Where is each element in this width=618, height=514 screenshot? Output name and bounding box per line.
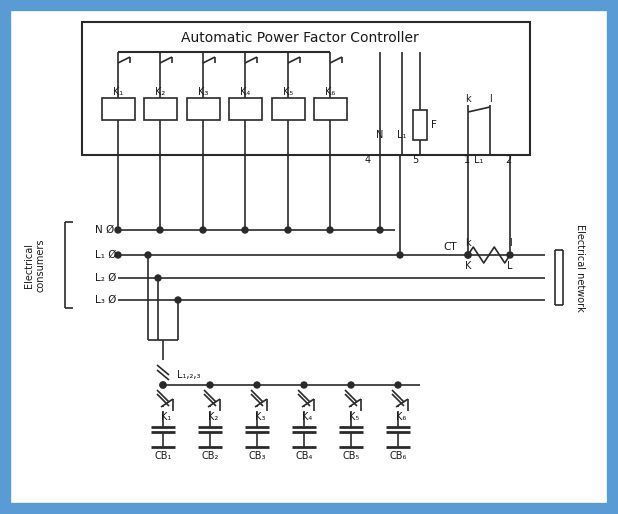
Text: CB₁: CB₁ (154, 451, 172, 461)
Text: K₂: K₂ (155, 87, 165, 97)
Text: k: k (465, 94, 471, 104)
Text: F: F (431, 120, 437, 130)
Circle shape (115, 227, 121, 233)
Text: N: N (376, 130, 384, 140)
Circle shape (301, 382, 307, 388)
Circle shape (242, 227, 248, 233)
Bar (272, 98, 305, 120)
Text: K₆: K₆ (325, 87, 335, 97)
Circle shape (157, 227, 163, 233)
Text: 1: 1 (464, 155, 470, 165)
Bar (413, 110, 427, 140)
Text: K₄: K₄ (240, 87, 250, 97)
Bar (144, 98, 177, 120)
Text: CB₆: CB₆ (389, 451, 407, 461)
Text: Electrical
consumers: Electrical consumers (24, 238, 46, 292)
Circle shape (507, 252, 513, 258)
Text: CB₂: CB₂ (201, 451, 219, 461)
Text: CB₅: CB₅ (342, 451, 360, 461)
Text: N Ø: N Ø (95, 225, 114, 235)
Text: K₃: K₃ (255, 412, 265, 422)
Text: K₅: K₅ (349, 412, 359, 422)
Text: 4: 4 (365, 155, 371, 165)
Circle shape (397, 252, 403, 258)
Text: l: l (489, 94, 491, 104)
Circle shape (160, 382, 166, 388)
Text: k: k (465, 238, 471, 248)
Text: L: L (507, 261, 513, 271)
Text: Electrical network: Electrical network (575, 224, 585, 312)
Text: K₆: K₆ (396, 412, 406, 422)
Circle shape (160, 382, 166, 388)
Circle shape (200, 227, 206, 233)
Text: L₃ Ø: L₃ Ø (95, 295, 116, 305)
Text: K₄: K₄ (302, 412, 312, 422)
Circle shape (285, 227, 291, 233)
Text: L₁ Ø: L₁ Ø (95, 250, 117, 260)
Text: L₂ Ø: L₂ Ø (95, 273, 116, 283)
Circle shape (254, 382, 260, 388)
Circle shape (175, 297, 181, 303)
Circle shape (377, 227, 383, 233)
Text: K₅: K₅ (283, 87, 293, 97)
Text: L₁: L₁ (397, 130, 407, 140)
Circle shape (348, 382, 354, 388)
Text: K₃: K₃ (198, 87, 208, 97)
Circle shape (145, 252, 151, 258)
Text: L₁: L₁ (474, 155, 484, 165)
Text: CB₄: CB₄ (295, 451, 313, 461)
Text: L₁,₂,₃: L₁,₂,₃ (177, 370, 200, 380)
Text: 5: 5 (412, 155, 418, 165)
Bar (187, 98, 220, 120)
Circle shape (465, 252, 471, 258)
Text: 2: 2 (505, 155, 511, 165)
Bar (229, 98, 262, 120)
Circle shape (155, 275, 161, 281)
Bar (102, 98, 135, 120)
Circle shape (327, 227, 333, 233)
Bar (314, 98, 347, 120)
Circle shape (395, 382, 401, 388)
Text: K: K (465, 261, 471, 271)
Text: K₂: K₂ (208, 412, 218, 422)
Circle shape (207, 382, 213, 388)
Text: CB₃: CB₃ (248, 451, 266, 461)
Circle shape (465, 252, 471, 258)
Bar (82, 22, 530, 155)
Text: l: l (509, 238, 511, 248)
Circle shape (115, 252, 121, 258)
Text: CT: CT (443, 242, 457, 252)
Text: K₁: K₁ (161, 412, 171, 422)
Text: K₁: K₁ (113, 87, 123, 97)
Text: Automatic Power Factor Controller: Automatic Power Factor Controller (181, 31, 419, 45)
